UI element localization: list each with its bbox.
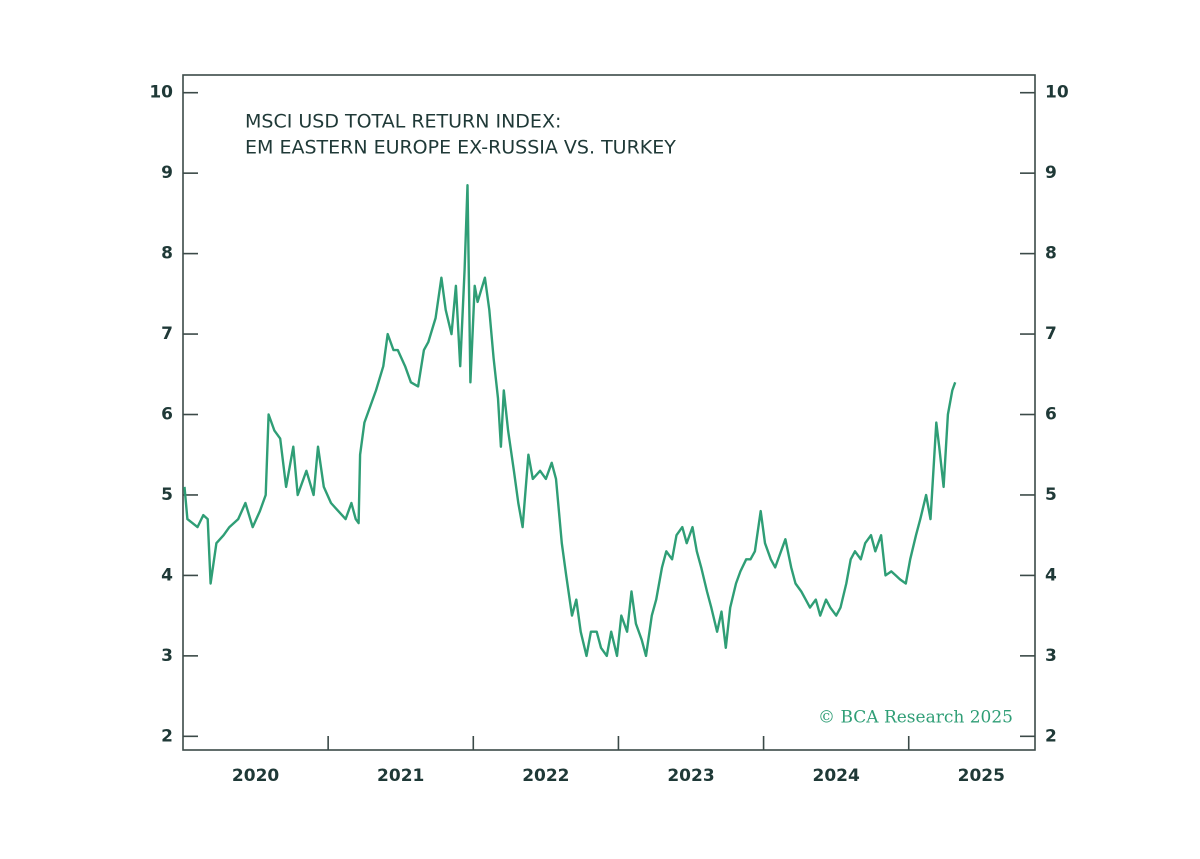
y-tick-label: 5 [161,485,173,505]
x-tick-label: 2023 [667,766,714,786]
y-tick-label: 2 [161,726,173,746]
y2-tick-label: 3 [1045,646,1057,666]
chart-title: MSCI USD TOTAL RETURN INDEX: [245,111,561,133]
y-tick-label: 6 [161,405,173,425]
credit: © BCA Research 2025 [818,708,1013,728]
x-tick-label: 2020 [232,766,279,786]
line-series [183,184,957,658]
y-tick-label: 3 [161,646,173,666]
y2-tick-label: 7 [1045,324,1057,344]
y-tick-label: 4 [161,565,173,585]
y2-tick-label: 6 [1045,405,1057,425]
y2-tick-label: 4 [1045,565,1057,585]
y-tick-label: 9 [161,163,173,183]
y2-tick-label: 5 [1045,485,1057,505]
y-tick-label: 7 [161,324,173,344]
y2-tick-label: 10 [1045,83,1069,103]
chart-subtitle: EM EASTERN EUROPE EX-RUSSIA VS. TURKEY [245,137,676,159]
x-tick-label: 2021 [377,766,424,786]
x-tick-label: 2022 [522,766,569,786]
y2-tick-label: 9 [1045,163,1057,183]
y-tick-label: 8 [161,244,173,264]
y-tick-label: 10 [149,83,173,103]
plot-frame [182,74,1036,751]
x-tick-label: 2025 [958,766,1005,786]
y2-tick-label: 8 [1045,244,1057,264]
y2-tick-label: 2 [1045,726,1057,746]
x-tick-label: 2024 [812,766,859,786]
